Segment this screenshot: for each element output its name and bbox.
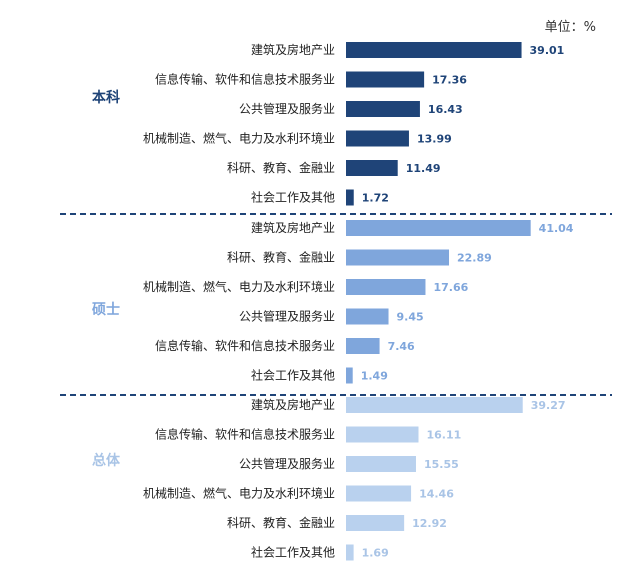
category-label: 机械制造、燃气、电力及水利环境业 <box>143 486 335 501</box>
value-label: 17.66 <box>433 281 468 294</box>
bar <box>346 279 426 295</box>
group-title-2: 硕士 <box>92 301 120 318</box>
value-label: 1.69 <box>362 547 389 560</box>
bar <box>346 456 416 472</box>
category-label: 机械制造、燃气、电力及水利环境业 <box>143 131 335 146</box>
bar <box>346 101 420 117</box>
bar <box>346 71 425 88</box>
value-label: 12.92 <box>412 517 447 530</box>
category-label: 建筑及房地产业 <box>251 42 335 57</box>
bar <box>346 426 419 443</box>
value-label: 22.89 <box>457 252 492 265</box>
category-label: 社会工作及其他 <box>251 368 335 383</box>
bar <box>346 367 353 384</box>
bar <box>346 485 412 502</box>
category-label: 建筑及房地产业 <box>251 397 335 412</box>
category-label: 机械制造、燃气、电力及水利环境业 <box>143 279 335 294</box>
bar <box>346 189 354 206</box>
category-label: 科研、教育、金融业 <box>227 160 335 175</box>
bar <box>346 249 450 266</box>
category-label: 公共管理及服务业 <box>239 101 335 116</box>
value-label: 1.72 <box>362 192 389 205</box>
value-label: 9.45 <box>397 311 424 324</box>
value-label: 41.04 <box>539 222 574 235</box>
unit-label: 单位：% <box>544 20 596 35</box>
value-label: 39.01 <box>530 44 565 57</box>
value-label: 17.36 <box>432 74 467 87</box>
bar <box>346 220 531 236</box>
value-label: 16.11 <box>426 429 461 442</box>
category-label: 社会工作及其他 <box>251 190 335 205</box>
value-label: 11.49 <box>406 162 441 175</box>
value-label: 13.99 <box>417 133 452 146</box>
bar <box>346 544 354 561</box>
category-label: 公共管理及服务业 <box>239 456 335 471</box>
value-label: 14.46 <box>419 488 454 501</box>
bar <box>346 338 380 354</box>
bar <box>346 308 389 325</box>
category-label: 信息传输、软件和信息技术服务业 <box>155 427 335 442</box>
bar <box>346 397 523 413</box>
category-label: 信息传输、软件和信息技术服务业 <box>155 338 335 353</box>
bar <box>346 160 398 176</box>
category-label: 科研、教育、金融业 <box>227 250 335 265</box>
bar <box>346 42 522 58</box>
category-label: 建筑及房地产业 <box>251 220 335 235</box>
category-label: 信息传输、软件和信息技术服务业 <box>155 72 335 87</box>
category-label: 科研、教育、金融业 <box>227 515 335 530</box>
value-label: 7.46 <box>388 340 415 353</box>
value-label: 16.43 <box>428 103 463 116</box>
category-label: 公共管理及服务业 <box>239 309 335 324</box>
value-label: 15.55 <box>424 458 459 471</box>
bar <box>346 130 409 147</box>
category-label: 社会工作及其他 <box>251 545 335 560</box>
value-label: 1.49 <box>361 370 388 383</box>
value-label: 39.27 <box>531 399 566 412</box>
bar <box>346 515 405 531</box>
group-title-1: 本科 <box>92 89 120 106</box>
group-title-3: 总体 <box>92 452 121 469</box>
